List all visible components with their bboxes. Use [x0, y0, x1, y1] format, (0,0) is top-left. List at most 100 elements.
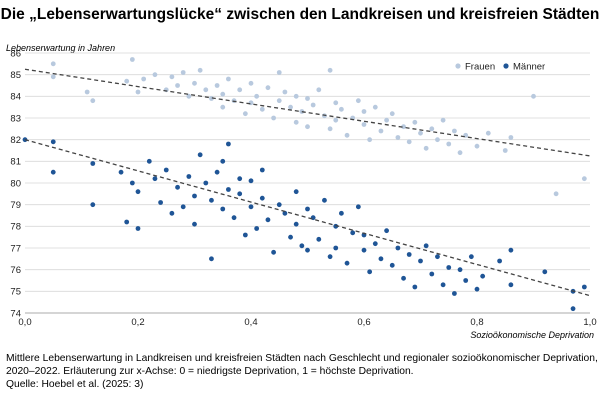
frauen-point: [401, 124, 406, 130]
frauen-point: [372, 104, 378, 110]
caption: Mittlere Lebenserwartung in Landkreisen …: [6, 352, 598, 391]
maenner-point: [169, 210, 175, 216]
y-tick-label: 85: [10, 70, 21, 81]
frauen-point: [152, 72, 158, 78]
frauen-point: [50, 61, 56, 67]
maenner-point: [322, 197, 327, 203]
frauen-point: [293, 119, 299, 125]
frauen-point: [485, 130, 491, 136]
maenner-point: [197, 152, 203, 158]
frauen-point: [276, 98, 282, 104]
frauen-point: [423, 145, 429, 151]
maenner-point: [135, 226, 141, 231]
frauen-point: [84, 89, 90, 95]
frauen-point: [502, 148, 508, 153]
frauen-point: [446, 141, 452, 147]
frauen-point: [248, 80, 254, 86]
maenner-point: [214, 169, 220, 175]
frauen-point: [310, 102, 316, 108]
maenner-point: [581, 284, 587, 290]
frauen-point: [474, 143, 480, 149]
y-axis-label: Lebenserwartung in Jahren: [6, 43, 116, 53]
frauen-point: [457, 150, 463, 156]
legend-marker-maenner: [503, 63, 509, 69]
y-tick-label: 86: [10, 48, 21, 59]
caption-line-1: Mittlere Lebenserwartung in Landkreisen …: [6, 353, 598, 364]
maenner-point: [497, 258, 502, 264]
frauen-point: [186, 93, 192, 99]
maenner-point: [468, 254, 474, 260]
frauen-point: [333, 100, 339, 106]
maenner-point: [452, 291, 457, 296]
frauen-point: [226, 76, 231, 82]
frauen-point: [259, 106, 265, 112]
maenner-point: [152, 176, 158, 182]
maenner-point: [135, 189, 141, 195]
maenner-point: [288, 234, 293, 240]
frauen-point: [90, 98, 96, 104]
maenner-point: [276, 202, 282, 208]
legend-marker-frauen: [455, 63, 461, 69]
frauen-point: [378, 128, 384, 134]
frauen-point: [429, 126, 435, 132]
frauen-point: [180, 70, 186, 75]
y-axis-ticks: 74 75 76 77 78 79 80 81 82 83 84 85 86: [10, 48, 21, 319]
maenner-point: [316, 236, 322, 242]
y-tick-label: 80: [10, 178, 21, 189]
maenner-point: [265, 217, 271, 223]
frauen-point: [141, 76, 147, 82]
maenner-point: [220, 206, 226, 212]
frauen-point: [192, 80, 197, 86]
maenner-point: [435, 254, 440, 260]
frauen-point: [214, 83, 220, 88]
maenner-point: [355, 204, 361, 210]
maenner-point: [226, 187, 231, 192]
maenner-point: [361, 247, 367, 253]
x-tick-label: 0,0: [18, 317, 31, 328]
maenner-point: [389, 262, 395, 268]
maenner-point: [50, 169, 56, 175]
caption-line-2: 2020–2022. Erläuterung zur x-Achse: 0 = …: [6, 366, 414, 377]
maenner-point: [271, 249, 276, 255]
maenner-point: [508, 247, 514, 253]
maenner-point: [384, 228, 389, 234]
legend: Frauen Männer: [455, 61, 545, 72]
frauen-point: [355, 98, 361, 104]
maenner-point: [175, 184, 180, 190]
maenner-trend-line: [24, 139, 591, 297]
maenner-point: [158, 200, 164, 205]
frauen-point: [197, 67, 203, 73]
chart-title: Die „Lebenserwartungslücke“ zwischen den…: [0, 6, 600, 23]
frauen-point: [344, 132, 350, 138]
y-tick-label: 79: [10, 200, 21, 211]
maenner-point: [463, 278, 469, 283]
frauen-point: [276, 70, 282, 75]
frauen-point: [327, 126, 333, 132]
x-tick-label: 0,2: [131, 317, 144, 328]
maenner-point: [440, 282, 446, 288]
maenner-point: [192, 193, 197, 199]
frauen-point: [209, 96, 214, 101]
maenner-point: [237, 176, 243, 182]
y-tick-label: 74: [10, 308, 21, 319]
maenner-point: [378, 256, 384, 262]
maenner-point: [259, 167, 265, 173]
maenner-point: [350, 230, 356, 236]
maenner-point: [163, 167, 169, 173]
frauen-point: [406, 139, 412, 145]
maenner-point: [508, 282, 514, 288]
frauen-point: [282, 89, 288, 95]
frauen-point: [203, 87, 209, 93]
maenner-point: [180, 204, 186, 210]
caption-line-3: Quelle: Hoebel et al. (2025: 3): [6, 379, 144, 390]
maenner-point: [305, 247, 310, 253]
y-tick-label: 77: [10, 243, 21, 254]
frauen-point: [293, 93, 299, 99]
frauen-point: [305, 96, 310, 101]
maenner-point: [192, 221, 197, 227]
frauen-point: [361, 122, 367, 127]
y-tick-label: 75: [10, 287, 21, 298]
maenner-point: [406, 252, 412, 257]
frauen-point: [175, 83, 180, 88]
